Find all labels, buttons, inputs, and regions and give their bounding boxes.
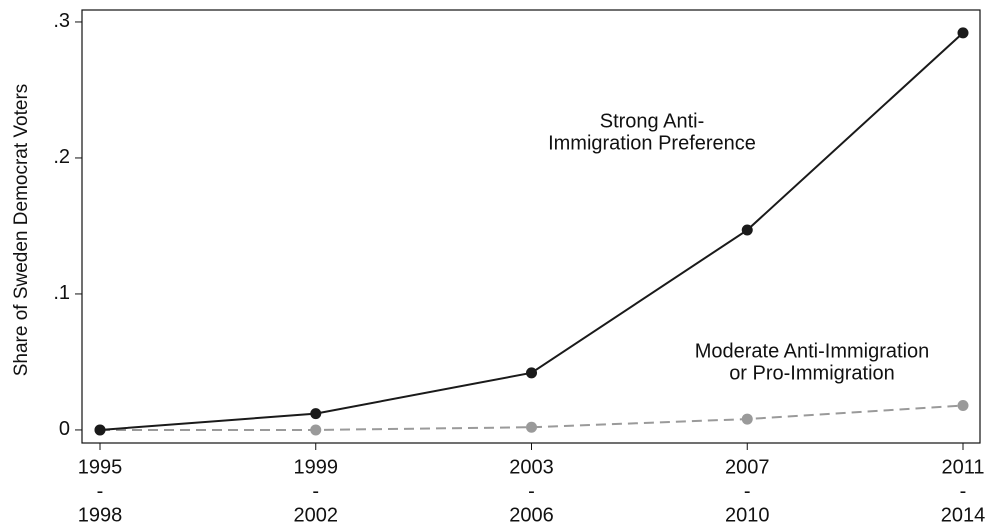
point xyxy=(310,408,322,420)
point xyxy=(526,367,537,379)
point xyxy=(310,424,322,436)
x-tick-label: - xyxy=(97,480,104,502)
point xyxy=(94,424,106,436)
x-tick-label: 2010 xyxy=(725,504,770,526)
annotation: Strong Anti- xyxy=(600,110,705,132)
annotation: Moderate Anti-Immigration xyxy=(695,340,930,362)
x-tick-label: 2006 xyxy=(509,504,554,526)
x-tick-label: 2014 xyxy=(941,504,986,526)
x-tick-label: 2007 xyxy=(725,456,770,478)
x-tick-label: - xyxy=(960,480,967,502)
point xyxy=(957,27,969,39)
x-tick-label: 2011 xyxy=(941,456,984,478)
x-tick-label: 1999 xyxy=(294,456,339,478)
x-tick-label: 2002 xyxy=(294,504,339,526)
point xyxy=(526,421,537,433)
x-tick-label: - xyxy=(528,480,535,502)
point xyxy=(741,224,753,236)
x-tick-label: - xyxy=(744,480,751,502)
y-tick-label: .2 xyxy=(53,146,70,168)
point xyxy=(957,399,969,411)
x-tick-label: 1998 xyxy=(78,504,123,526)
y-axis-label: Share of Sweden Democrat Voters xyxy=(11,84,32,377)
x-tick-label: 2003 xyxy=(509,456,554,478)
annotation: or Pro-Immigration xyxy=(729,362,895,384)
y-tick-label: .3 xyxy=(53,10,70,32)
point xyxy=(741,413,753,425)
y-tick-label: 0 xyxy=(59,418,70,440)
x-tick-label: 1995 xyxy=(78,456,123,478)
y-tick-label: .1 xyxy=(53,282,70,304)
x-tick-label: - xyxy=(312,480,319,502)
annotation: Immigration Preference xyxy=(548,132,756,154)
